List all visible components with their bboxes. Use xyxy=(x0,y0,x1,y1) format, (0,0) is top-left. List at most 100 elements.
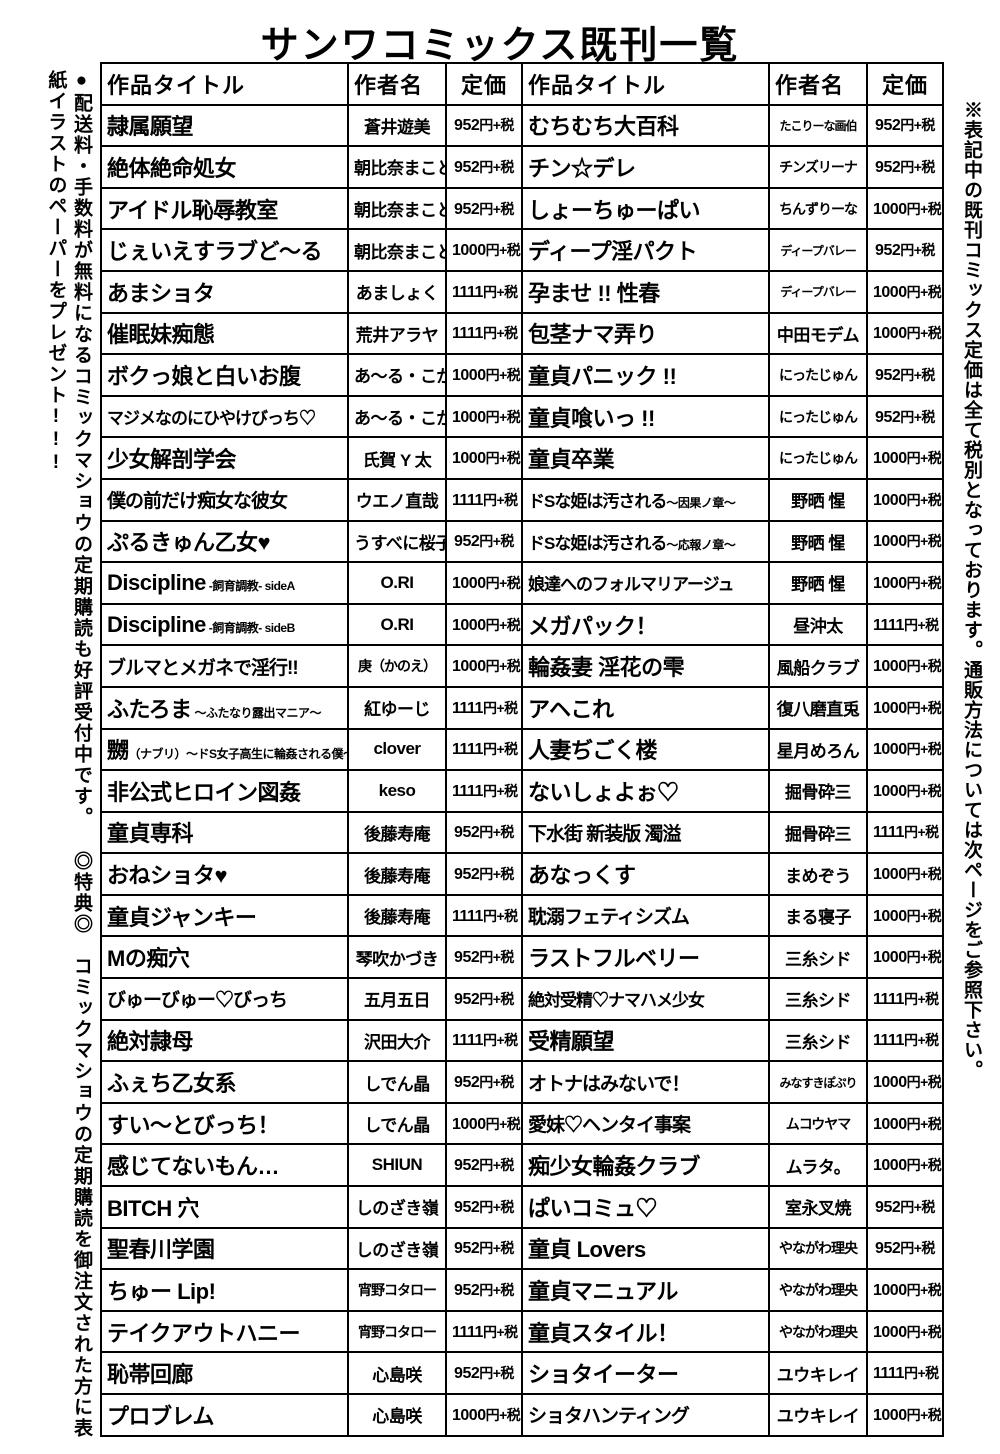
work-title: 童貞喰いっ !! xyxy=(522,396,769,438)
work-title: ぱいコミュ♡ xyxy=(522,1186,769,1228)
work-title: 痴少女輪姦クラブ xyxy=(522,1144,769,1186)
price: 1111円+税 xyxy=(446,1311,522,1353)
author-name: ユウキレイ xyxy=(769,1394,867,1436)
price: 952円+税 xyxy=(446,812,522,854)
price: 952円+税 xyxy=(446,1186,522,1228)
author-name: あ〜る・こが xyxy=(348,354,446,396)
price: 1000円+税 xyxy=(867,1103,943,1145)
price: 952円+税 xyxy=(446,978,522,1020)
price: 952円+税 xyxy=(446,1144,522,1186)
work-title: しょーちゅーぱい xyxy=(522,188,769,230)
author-name: チンズリーナ xyxy=(769,146,867,188)
header-price: 定価 xyxy=(867,63,943,105)
price: 1000円+税 xyxy=(867,645,943,687)
table-row: すい〜とびっち！しでん晶1000円+税愛妹♡ヘンタイ事案ムコウヤマ1000円+税 xyxy=(101,1103,943,1145)
price: 1000円+税 xyxy=(867,1311,943,1353)
author-name: keso xyxy=(348,770,446,812)
price: 952円+税 xyxy=(867,1228,943,1270)
price: 1000円+税 xyxy=(867,271,943,313)
author-name: 琴吹かづき xyxy=(348,936,446,978)
price: 1111円+税 xyxy=(446,895,522,937)
author-name: 掘骨砕三 xyxy=(769,770,867,812)
work-title: 愛妹♡ヘンタイ事案 xyxy=(522,1103,769,1145)
work-title: アヘこれ xyxy=(522,687,769,729)
work-title: 聖春川学園 xyxy=(101,1228,348,1270)
work-title: Mの痴穴 xyxy=(101,936,348,978)
author-name: たこりーな画伯 xyxy=(769,105,867,147)
table-header-row: 作品タイトル 作者名 定価 作品タイトル 作者名 定価 xyxy=(101,63,943,105)
catalog-table: 作品タイトル 作者名 定価 作品タイトル 作者名 定価 隷属願望蒼井遊美952円… xyxy=(100,62,944,1437)
price: 1000円+税 xyxy=(867,1061,943,1103)
price: 1111円+税 xyxy=(867,1020,943,1062)
price: 952円+税 xyxy=(446,853,522,895)
work-title: ラストフルベリー xyxy=(522,936,769,978)
author-name: あましょく xyxy=(348,271,446,313)
table-row: 聖春川学園しのざき嶺952円+税童貞 Loversやながわ理央952円+税 xyxy=(101,1228,943,1270)
price: 1000円+税 xyxy=(446,562,522,604)
author-name: ムコウヤマ xyxy=(769,1103,867,1145)
author-name: 後藤寿庵 xyxy=(348,895,446,937)
table-row: 恥帯回廊心島咲952円+税ショタイーターユウキレイ1111円+税 xyxy=(101,1352,943,1394)
author-name: 紅ゆーじ xyxy=(348,687,446,729)
work-title: ボクっ娘と白いお腹 xyxy=(101,354,348,396)
price: 952円+税 xyxy=(446,521,522,563)
table-row: ちゅー Lip!宵野コタロー952円+税童貞マニュアルやながわ理央1000円+税 xyxy=(101,1269,943,1311)
table-row: 絶体絶命処女朝比奈まこと952円+税チン☆デレチンズリーナ952円+税 xyxy=(101,146,943,188)
work-title: テイクアウトハニー xyxy=(101,1311,348,1353)
work-title: 僕の前だけ痴女な彼女 xyxy=(101,479,348,521)
author-name: 心島咲 xyxy=(348,1352,446,1394)
author-name: しでん晶 xyxy=(348,1103,446,1145)
author-name: 風船クラブ xyxy=(769,645,867,687)
price: 1111円+税 xyxy=(446,271,522,313)
table-row: おねショタ♥後藤寿庵952円+税あなっくすまめぞう1000円+税 xyxy=(101,853,943,895)
author-name: 朝比奈まこと xyxy=(348,188,446,230)
table-row: ボクっ娘と白いお腹あ〜る・こが1000円+税童貞パニック !!にったじゅん952… xyxy=(101,354,943,396)
price: 1000円+税 xyxy=(446,604,522,646)
author-name: 氏賀 Y 太 xyxy=(348,437,446,479)
table-row: 隷属願望蒼井遊美952円+税むちむち大百科たこりーな画伯952円+税 xyxy=(101,105,943,147)
work-title: 非公式ヒロイン図姦 xyxy=(101,770,348,812)
price: 952円+税 xyxy=(867,396,943,438)
author-name: にったじゅん xyxy=(769,437,867,479)
price: 1000円+税 xyxy=(446,437,522,479)
author-name: 中田モデム xyxy=(769,313,867,355)
header-title: 作品タイトル xyxy=(101,63,348,105)
catalog-area: 作品タイトル 作者名 定価 作品タイトル 作者名 定価 隷属願望蒼井遊美952円… xyxy=(100,62,942,1430)
author-name: 荒井アラヤ xyxy=(348,313,446,355)
author-name: 宵野コタロー xyxy=(348,1311,446,1353)
price: 952円+税 xyxy=(446,146,522,188)
author-name: clover xyxy=(348,729,446,771)
price: 952円+税 xyxy=(446,1061,522,1103)
author-name: 蒼井遊美 xyxy=(348,105,446,147)
author-name: 室永叉焼 xyxy=(769,1186,867,1228)
work-title: びゅーびゅー♡びっち xyxy=(101,978,348,1020)
table-row: アイドル恥辱教室朝比奈まこと952円+税しょーちゅーぱいちんずりーな1000円+… xyxy=(101,188,943,230)
price: 1000円+税 xyxy=(446,1394,522,1436)
work-title: 童貞専科 xyxy=(101,812,348,854)
work-title: ショタイーター xyxy=(522,1352,769,1394)
table-row: ぷるきゅん乙女♥うすべに桜子952円+税ドSな姫は汚される〜応報ノ章〜野晒 惺1… xyxy=(101,521,943,563)
author-name: しのざき嶺 xyxy=(348,1228,446,1270)
author-name: 心島咲 xyxy=(348,1394,446,1436)
work-title: すい〜とびっち！ xyxy=(101,1103,348,1145)
price: 1111円+税 xyxy=(446,1020,522,1062)
author-name: やながわ理央 xyxy=(769,1228,867,1270)
author-name: 野晒 惺 xyxy=(769,479,867,521)
author-name: ユウキレイ xyxy=(769,1352,867,1394)
work-title: ふぇち乙女系 xyxy=(101,1061,348,1103)
work-title: オトナはみないで！ xyxy=(522,1061,769,1103)
price: 952円+税 xyxy=(446,1352,522,1394)
price: 1000円+税 xyxy=(867,188,943,230)
table-row: 嬲（ナブリ）〜ドS女子高生に輪姦される僕〜clover1111円+税人妻ぢごく楼… xyxy=(101,729,943,771)
work-title: プロブレム xyxy=(101,1394,348,1436)
author-name: 復八磨直兎 xyxy=(769,687,867,729)
table-row: 絶対隷母沢田大介1111円+税受精願望三糸シド1111円+税 xyxy=(101,1020,943,1062)
author-name: ちんずりーな xyxy=(769,188,867,230)
work-title: ないしょよぉ♡ xyxy=(522,770,769,812)
header-author: 作者名 xyxy=(348,63,446,105)
work-title: 絶対隷母 xyxy=(101,1020,348,1062)
work-title: 下水街 新装版 濁溢 xyxy=(522,812,769,854)
table-row: Discipline ‐飼育調教‐ sideAO.RI1000円+税娘達へのフォ… xyxy=(101,562,943,604)
author-name: しでん晶 xyxy=(348,1061,446,1103)
price: 1000円+税 xyxy=(867,1144,943,1186)
